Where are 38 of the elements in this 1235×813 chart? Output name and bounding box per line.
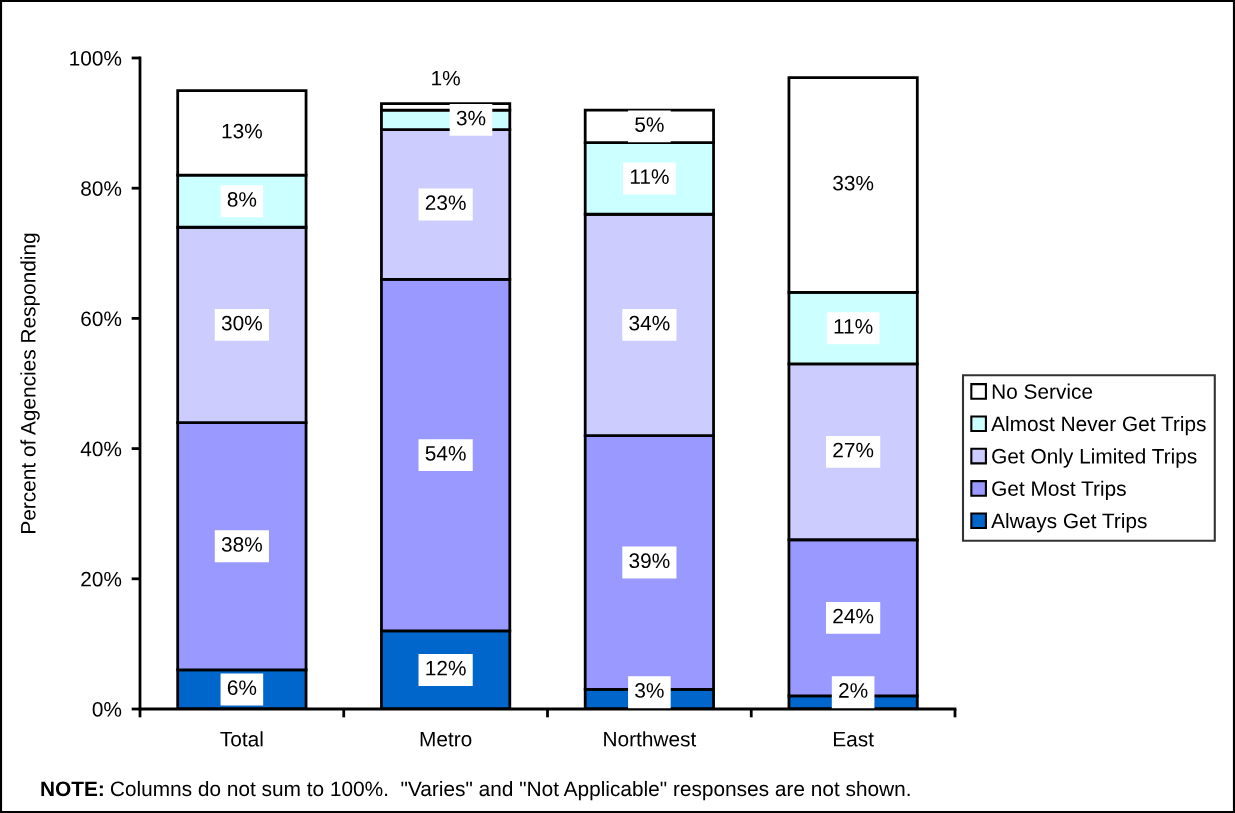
data-label: 8%: [227, 192, 257, 207]
x-tick-label: East: [833, 731, 874, 747]
x-tick-label: Metro: [420, 731, 472, 747]
x-tick-label: Total: [220, 731, 263, 747]
data-label: 12%: [426, 660, 466, 676]
data-label: 23%: [425, 195, 466, 211]
data-label: 39%: [629, 553, 670, 569]
y-tick-label: 100%: [70, 51, 122, 66]
y-tick-label: 0%: [92, 702, 122, 717]
legend-label: Almost Never Get Trips: [991, 415, 1206, 436]
data-label: 13%: [222, 123, 262, 139]
legend-label: Get Only Limited Trips: [992, 448, 1197, 468]
y-tick-label: 40%: [80, 441, 122, 457]
data-label: 27%: [833, 442, 874, 458]
x-tick-label: Northwest: [604, 731, 697, 747]
legend-label: Get Most Trips: [992, 480, 1126, 501]
data-label: 3%: [635, 683, 664, 698]
data-label: 3%: [456, 110, 486, 126]
legend-label: Always Get Trips: [991, 512, 1147, 533]
y-tick-label: 60%: [81, 311, 122, 327]
data-label: 2%: [839, 683, 868, 698]
data-label: 5%: [635, 117, 664, 132]
y-tick-label: 80%: [81, 181, 122, 196]
data-label: 1%: [432, 70, 460, 86]
data-label: 24%: [833, 608, 874, 624]
data-label: 11%: [834, 319, 873, 334]
data-label: 33%: [833, 175, 874, 191]
y-tick-label: 20%: [81, 571, 122, 587]
data-label: 30%: [221, 315, 262, 331]
text: NOTE:: [41, 781, 103, 797]
data-label: 38%: [221, 537, 262, 552]
text: Columns do not sum to 100%. "Varies" and "Not Applicable" responses are not shown.: [110, 780, 910, 801]
data-label: 6%: [227, 680, 257, 696]
data-label: 34%: [629, 315, 670, 331]
legend-label: No Service: [992, 383, 1093, 399]
data-label: 11%: [630, 169, 669, 184]
data-label: 54%: [425, 446, 466, 461]
y-axis-title: Percent of Agencies Responding: [20, 233, 40, 533]
